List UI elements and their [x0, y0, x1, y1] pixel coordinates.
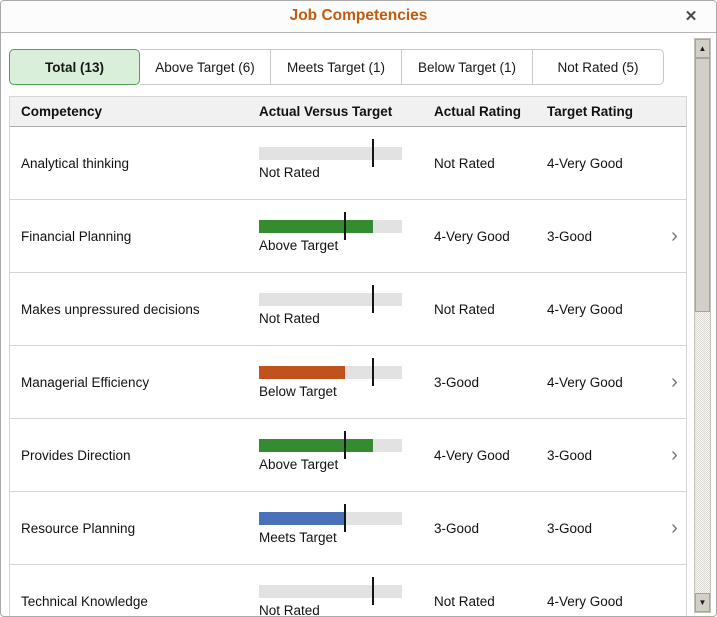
competency-name: Managerial Efficiency — [21, 374, 150, 390]
target-rating-value: 4-Very Good — [547, 374, 623, 390]
rating-bar-fill — [259, 511, 345, 525]
actual-rating-value: 4-Very Good — [434, 228, 510, 244]
tab-not-rated-5[interactable]: Not Rated (5) — [533, 49, 664, 85]
vertical-scrollbar[interactable]: ▲ ▼ — [694, 38, 711, 613]
bar-status-label: Below Target — [259, 383, 337, 399]
competency-name: Analytical thinking — [21, 155, 130, 171]
bar-status-label: Not Rated — [259, 164, 320, 180]
table-row[interactable]: Provides Direction Above Target 4-Very G… — [10, 419, 686, 492]
actual-vs-target-cell: Meets Target — [259, 503, 434, 545]
target-rating-value: 3-Good — [547, 520, 593, 536]
rating-bar — [259, 430, 402, 459]
chevron-right-icon[interactable]: › — [671, 517, 678, 539]
tab-below-target-1[interactable]: Below Target (1) — [402, 49, 533, 85]
bar-status-label: Above Target — [259, 237, 339, 253]
target-marker — [372, 284, 375, 313]
target-rating-value: 4-Very Good — [547, 155, 623, 171]
table-row[interactable]: Technical Knowledge Not Rated Not Rated … — [10, 565, 686, 617]
scroll-down-icon[interactable]: ▼ — [695, 593, 710, 612]
competency-table: Competency Actual Versus Target Actual Rat… — [9, 96, 687, 617]
rating-bar — [259, 357, 402, 386]
rating-bar-fill — [259, 365, 345, 379]
target-rating-value: 4-Very Good — [547, 593, 623, 609]
rating-bar-fill — [259, 438, 374, 452]
actual-vs-target-cell: Not Rated — [259, 576, 434, 617]
column-header: Target Rating — [547, 104, 634, 119]
bar-status-label: Above Target — [259, 456, 339, 472]
actual-rating-value: Not Rated — [434, 593, 495, 609]
rating-bar-fill — [259, 219, 374, 233]
actual-rating-value: 3-Good — [434, 520, 480, 536]
scrollbar-thumb[interactable] — [695, 58, 710, 312]
actual-vs-target-cell: Not Rated — [259, 284, 434, 326]
target-marker — [343, 211, 346, 240]
rating-bar — [259, 138, 402, 167]
table-row[interactable]: Analytical thinking Not Rated Not Rated … — [10, 127, 686, 200]
actual-vs-target-cell: Above Target — [259, 430, 434, 472]
target-rating-value: 4-Very Good — [547, 301, 623, 317]
bar-status-label: Meets Target — [259, 529, 337, 545]
scroll-up-icon[interactable]: ▲ — [695, 39, 710, 58]
status-tabbar: Total (13) Above Target (6) Meets Target (… — [9, 49, 664, 85]
chevron-right-icon[interactable]: › — [671, 225, 678, 247]
competency-name: Resource Planning — [21, 520, 136, 536]
table-row[interactable]: Managerial Efficiency Below Target 3-Goo… — [10, 346, 686, 419]
column-header: Actual Rating — [434, 104, 522, 119]
target-marker — [372, 576, 375, 605]
rating-bar — [259, 576, 402, 605]
bar-status-label: Not Rated — [259, 602, 320, 617]
rating-bar — [259, 284, 402, 313]
tab-meets-target-1[interactable]: Meets Target (1) — [271, 49, 402, 85]
chevron-right-icon[interactable]: › — [671, 371, 678, 393]
tab-total-13[interactable]: Total (13) — [9, 49, 140, 85]
actual-rating-value: 4-Very Good — [434, 447, 510, 463]
actual-vs-target-cell: Not Rated — [259, 138, 434, 180]
rating-bar — [259, 211, 402, 240]
competency-name: Provides Direction — [21, 447, 131, 463]
target-marker — [372, 357, 375, 386]
chevron-right-icon[interactable]: › — [671, 444, 678, 466]
bar-status-label: Not Rated — [259, 310, 320, 326]
actual-vs-target-cell: Below Target — [259, 357, 434, 399]
tab-above-target-6[interactable]: Above Target (6) — [140, 49, 271, 85]
rating-bar — [259, 503, 402, 532]
competency-name: Makes unpressured decisions — [21, 301, 200, 317]
target-rating-value: 3-Good — [547, 228, 593, 244]
target-marker — [343, 503, 346, 532]
target-rating-value: 3-Good — [547, 447, 593, 463]
modal-title: Job Competencies — [289, 7, 428, 24]
actual-vs-target-cell: Above Target — [259, 211, 434, 253]
competency-name: Financial Planning — [21, 228, 132, 244]
target-marker — [372, 138, 375, 167]
table-body: Analytical thinking Not Rated Not Rated … — [10, 127, 686, 617]
table-row[interactable]: Financial Planning Above Target 4-Very G… — [10, 200, 686, 273]
column-header: Competency — [21, 104, 103, 119]
close-icon[interactable]: ✕ — [680, 6, 702, 28]
table-row[interactable]: Makes unpressured decisions Not Rated No… — [10, 273, 686, 346]
column-header: Actual Versus Target — [259, 104, 393, 119]
table-header-row: Competency Actual Versus Target Actual Rat… — [10, 97, 686, 127]
modal-header: Job Competencies ✕ — [1, 1, 716, 33]
competency-name: Technical Knowledge — [21, 593, 148, 609]
actual-rating-value: 3-Good — [434, 374, 480, 390]
target-marker — [343, 430, 346, 459]
actual-rating-value: Not Rated — [434, 155, 495, 171]
actual-rating-value: Not Rated — [434, 301, 495, 317]
table-row[interactable]: Resource Planning Meets Target 3-Good 3-… — [10, 492, 686, 565]
